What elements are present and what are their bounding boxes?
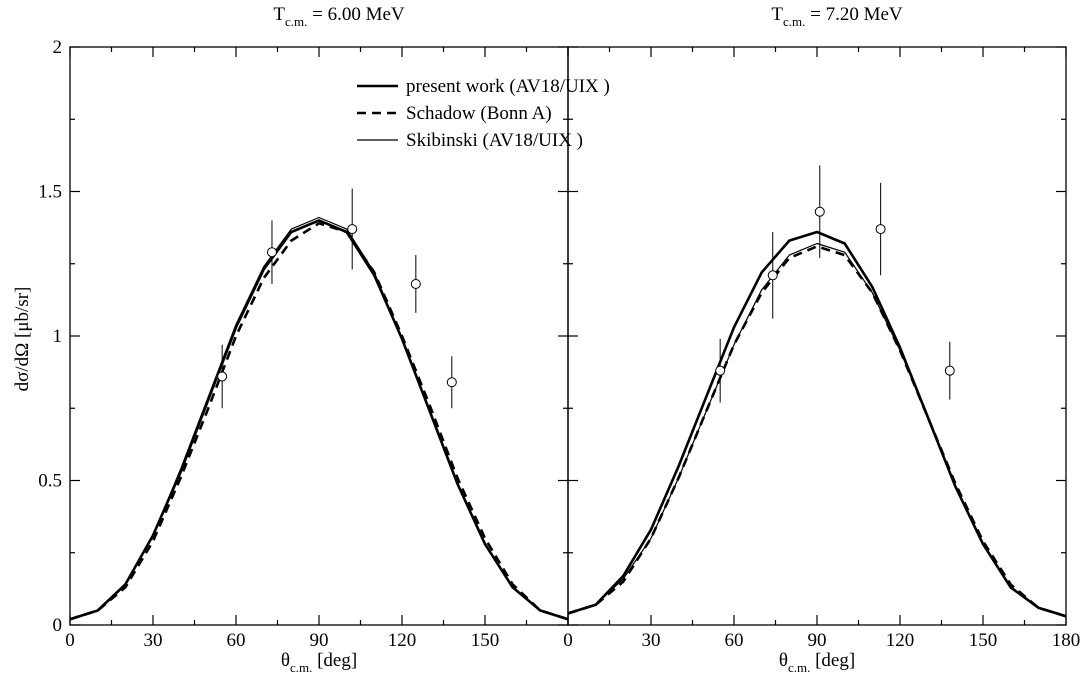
series-line-thick-solid bbox=[69, 219, 569, 621]
panel-right: 0 30 60 90 120 150 180 bbox=[563, 46, 1081, 651]
series-line-dashed bbox=[69, 222, 569, 621]
legend-label: Skibinski (AV18/UIX ) bbox=[406, 130, 583, 151]
x-tick-label: 150 bbox=[969, 630, 998, 651]
data-point bbox=[767, 270, 778, 281]
series-line-thick-solid bbox=[567, 230, 1067, 618]
y-axis-label: dσ/dΩ [μb/sr] bbox=[12, 287, 33, 392]
x-tick-label: 60 bbox=[227, 630, 246, 651]
x-tick-label: 90 bbox=[310, 630, 329, 651]
data-point bbox=[446, 377, 457, 388]
legend: present work (AV18/UIX ) Schadow (Bonn A)… bbox=[357, 76, 610, 151]
x-tick-label: 30 bbox=[642, 630, 661, 651]
x-tick-label: 180 bbox=[1052, 630, 1081, 651]
series-line-dashed bbox=[567, 245, 1067, 618]
x-tick-label: 120 bbox=[886, 630, 915, 651]
data-point bbox=[410, 278, 421, 289]
y-tick-label: 1 bbox=[53, 326, 63, 347]
data-point bbox=[347, 224, 358, 235]
x-tick-label: 60 bbox=[725, 630, 744, 651]
legend-label: present work (AV18/UIX ) bbox=[406, 76, 610, 97]
panel-title: Tc.m. = 6.00 MeV bbox=[273, 4, 405, 29]
x-axis-label: θc.m. [deg] bbox=[281, 650, 357, 675]
series-line-thin-solid bbox=[567, 242, 1067, 617]
y-tick-label: 0 bbox=[53, 615, 63, 636]
x-tick-label: 120 bbox=[388, 630, 417, 651]
data-point bbox=[217, 371, 228, 382]
data-point bbox=[715, 365, 726, 376]
y-tick-label: 2 bbox=[53, 37, 63, 58]
x-tick-label: 0 bbox=[65, 630, 75, 651]
legend-label: Schadow (Bonn A) bbox=[406, 103, 552, 124]
x-tick-label: 90 bbox=[808, 630, 827, 651]
x-tick-label: 150 bbox=[471, 630, 500, 651]
y-tick-label: 1.5 bbox=[38, 182, 62, 203]
data-point bbox=[266, 247, 277, 258]
x-tick-label: 30 bbox=[144, 630, 163, 651]
panel-left: 0 30 60 90 120 150 0 0.5 1 1.5 2 dσ/dΩ [μb/sr] prese… bbox=[12, 37, 610, 651]
y-tick-label: 0.5 bbox=[38, 471, 62, 492]
data-point bbox=[875, 224, 886, 235]
panel-title: Tc.m. = 7.20 MeV bbox=[771, 4, 903, 29]
series-line-thin-solid bbox=[69, 216, 569, 620]
x-axis-label: θc.m. [deg] bbox=[779, 650, 855, 675]
plot-frame bbox=[567, 46, 1067, 626]
x-tick-label: 0 bbox=[563, 630, 573, 651]
data-point bbox=[814, 206, 825, 217]
data-point bbox=[944, 365, 955, 376]
